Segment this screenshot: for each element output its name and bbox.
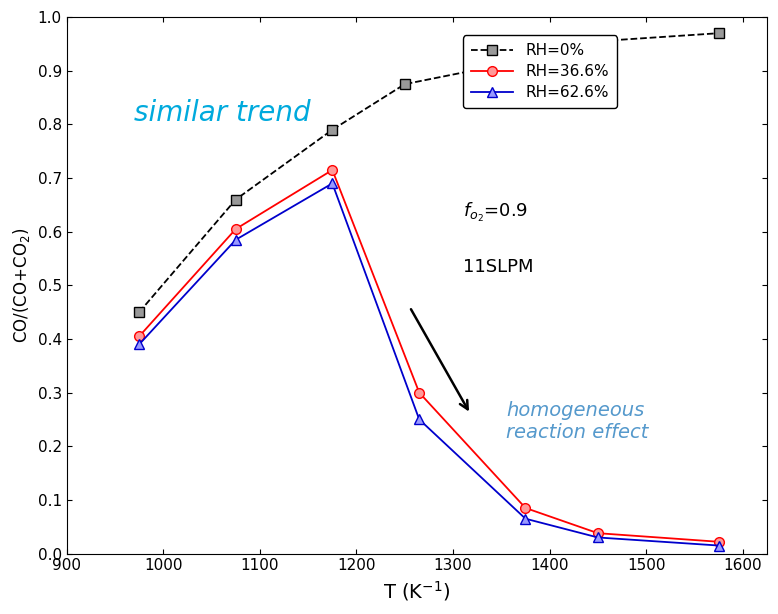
Y-axis label: CO/(CO+CO$_2$): CO/(CO+CO$_2$) bbox=[11, 228, 32, 343]
Text: homogeneous
reaction effect: homogeneous reaction effect bbox=[506, 401, 649, 441]
Text: $f_{o_2}$=0.9: $f_{o_2}$=0.9 bbox=[463, 201, 527, 225]
Text: 11SLPM: 11SLPM bbox=[463, 257, 533, 276]
X-axis label: T (K$^{-1}$): T (K$^{-1}$) bbox=[383, 579, 450, 603]
Text: similar trend: similar trend bbox=[135, 99, 311, 127]
Legend: RH=0%, RH=36.6%, RH=62.6%: RH=0%, RH=36.6%, RH=62.6% bbox=[463, 36, 617, 108]
